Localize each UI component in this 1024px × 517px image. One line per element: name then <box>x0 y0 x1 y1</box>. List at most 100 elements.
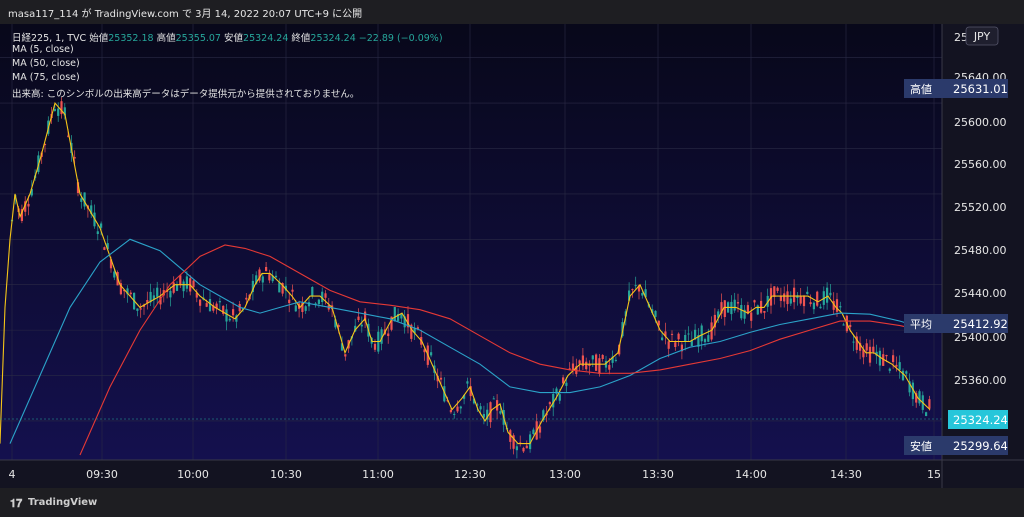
legend-close-label: 終値 <box>291 33 311 44</box>
candle-body <box>928 399 931 409</box>
candle-body <box>849 324 852 327</box>
candle-body <box>43 144 47 145</box>
candle-body <box>410 324 413 339</box>
candle-body <box>169 290 172 298</box>
candle-body <box>809 302 812 305</box>
price-tick: 25400.00 <box>954 331 1007 344</box>
candle-body <box>558 394 561 401</box>
candle-body <box>578 360 581 364</box>
candle-body <box>710 322 713 340</box>
candle-body <box>760 300 763 313</box>
candle-body <box>776 287 779 291</box>
candle-body <box>199 299 202 306</box>
candle-body <box>654 310 657 317</box>
candle-body <box>492 398 495 400</box>
price-tick-top-partial: 25 <box>954 31 968 44</box>
candle-body <box>304 306 307 311</box>
candle-body <box>812 302 815 310</box>
time-tick: 10:00 <box>177 468 209 481</box>
candle-body <box>631 289 634 291</box>
candle-body <box>106 243 109 250</box>
candle-body <box>271 275 274 282</box>
high-marker-bg <box>904 79 1008 98</box>
time-tick: 12:30 <box>454 468 486 481</box>
candle-body <box>472 398 476 404</box>
candle-body <box>730 301 733 315</box>
legend-symbol: 日経225, 1, TVC <box>12 33 87 44</box>
candle-body <box>57 108 60 116</box>
candle-body <box>255 275 258 284</box>
legend-high-label: 高値 <box>156 33 176 44</box>
price-tick: 25600.00 <box>954 116 1007 129</box>
candle-body <box>868 346 872 363</box>
price-tick: 25560.00 <box>954 158 1007 171</box>
candle-body <box>443 386 446 402</box>
candle-body <box>684 335 687 342</box>
candle-body <box>898 362 901 370</box>
legend-ma75[interactable]: MA (75, close) <box>12 72 80 83</box>
legend-ohlc[interactable]: 日経225, 1, TVC 始値25352.18 高値25355.07 安値25… <box>12 30 443 44</box>
footer: 𝟏𝟕 TradingView <box>0 488 1024 517</box>
candle-body <box>802 296 806 307</box>
candle-body <box>568 368 571 370</box>
candle-body <box>317 299 320 304</box>
candle-body <box>664 331 667 337</box>
candle-body <box>670 333 674 335</box>
legend-change: −22.89 (−0.09%) <box>358 33 443 44</box>
legend-low-value: 25324.24 <box>243 33 289 44</box>
candle-body <box>291 289 294 292</box>
candle-body <box>832 301 835 310</box>
legend-ma5[interactable]: MA (5, close) <box>12 44 74 55</box>
candle-body <box>779 295 782 301</box>
candle-body <box>525 445 528 449</box>
candle-body <box>694 329 697 340</box>
candle-body <box>538 426 542 433</box>
candle-body <box>905 371 908 374</box>
candle-body <box>819 306 822 309</box>
legend-close-value: 25324.24 <box>310 33 356 44</box>
candle-body <box>96 231 99 234</box>
candle-body <box>456 406 459 412</box>
candle-body <box>208 299 212 312</box>
candle-body <box>783 293 786 302</box>
candle-body <box>205 303 208 307</box>
candle-body <box>565 382 568 386</box>
candle-body <box>195 292 198 298</box>
moving-averages <box>0 101 931 456</box>
currency-badge-bg[interactable] <box>965 26 999 46</box>
candle-body <box>159 296 162 305</box>
candle-body <box>532 429 535 434</box>
candle-body <box>486 409 489 420</box>
candle-body <box>644 289 647 298</box>
price-tick: 25480.00 <box>954 244 1007 257</box>
candle-body <box>875 351 878 356</box>
tradingview-brand: TradingView <box>28 497 98 508</box>
candle-body <box>667 341 670 349</box>
candle-body <box>637 285 641 292</box>
legend-open-value: 25352.18 <box>108 33 154 44</box>
candle-body <box>515 446 518 451</box>
candle-body <box>703 339 707 343</box>
candle-body <box>235 315 238 322</box>
candle-body <box>60 101 63 115</box>
candle-body <box>736 302 740 304</box>
candle-body <box>321 291 324 302</box>
low-marker-value: 25299.64 <box>953 439 1008 453</box>
currency-badge[interactable]: JPY <box>973 30 991 43</box>
candle-body <box>324 293 327 298</box>
time-axis-ticks: 4 09:30 10:00 10:30 11:00 12:30 13:00 13… <box>9 468 942 481</box>
legend-ma50[interactable]: MA (50, close) <box>12 58 80 69</box>
candle-body <box>542 410 545 421</box>
candle-body <box>690 340 693 346</box>
low-marker-bg <box>904 436 1008 455</box>
candle-body <box>218 301 221 303</box>
candle-body <box>387 333 390 336</box>
candle-body <box>743 309 746 319</box>
candle-body <box>519 442 522 444</box>
candle-body <box>885 355 888 357</box>
candle-body <box>139 308 142 310</box>
candle-body <box>344 354 347 357</box>
candle-body <box>126 288 129 295</box>
candle-body <box>284 285 287 291</box>
